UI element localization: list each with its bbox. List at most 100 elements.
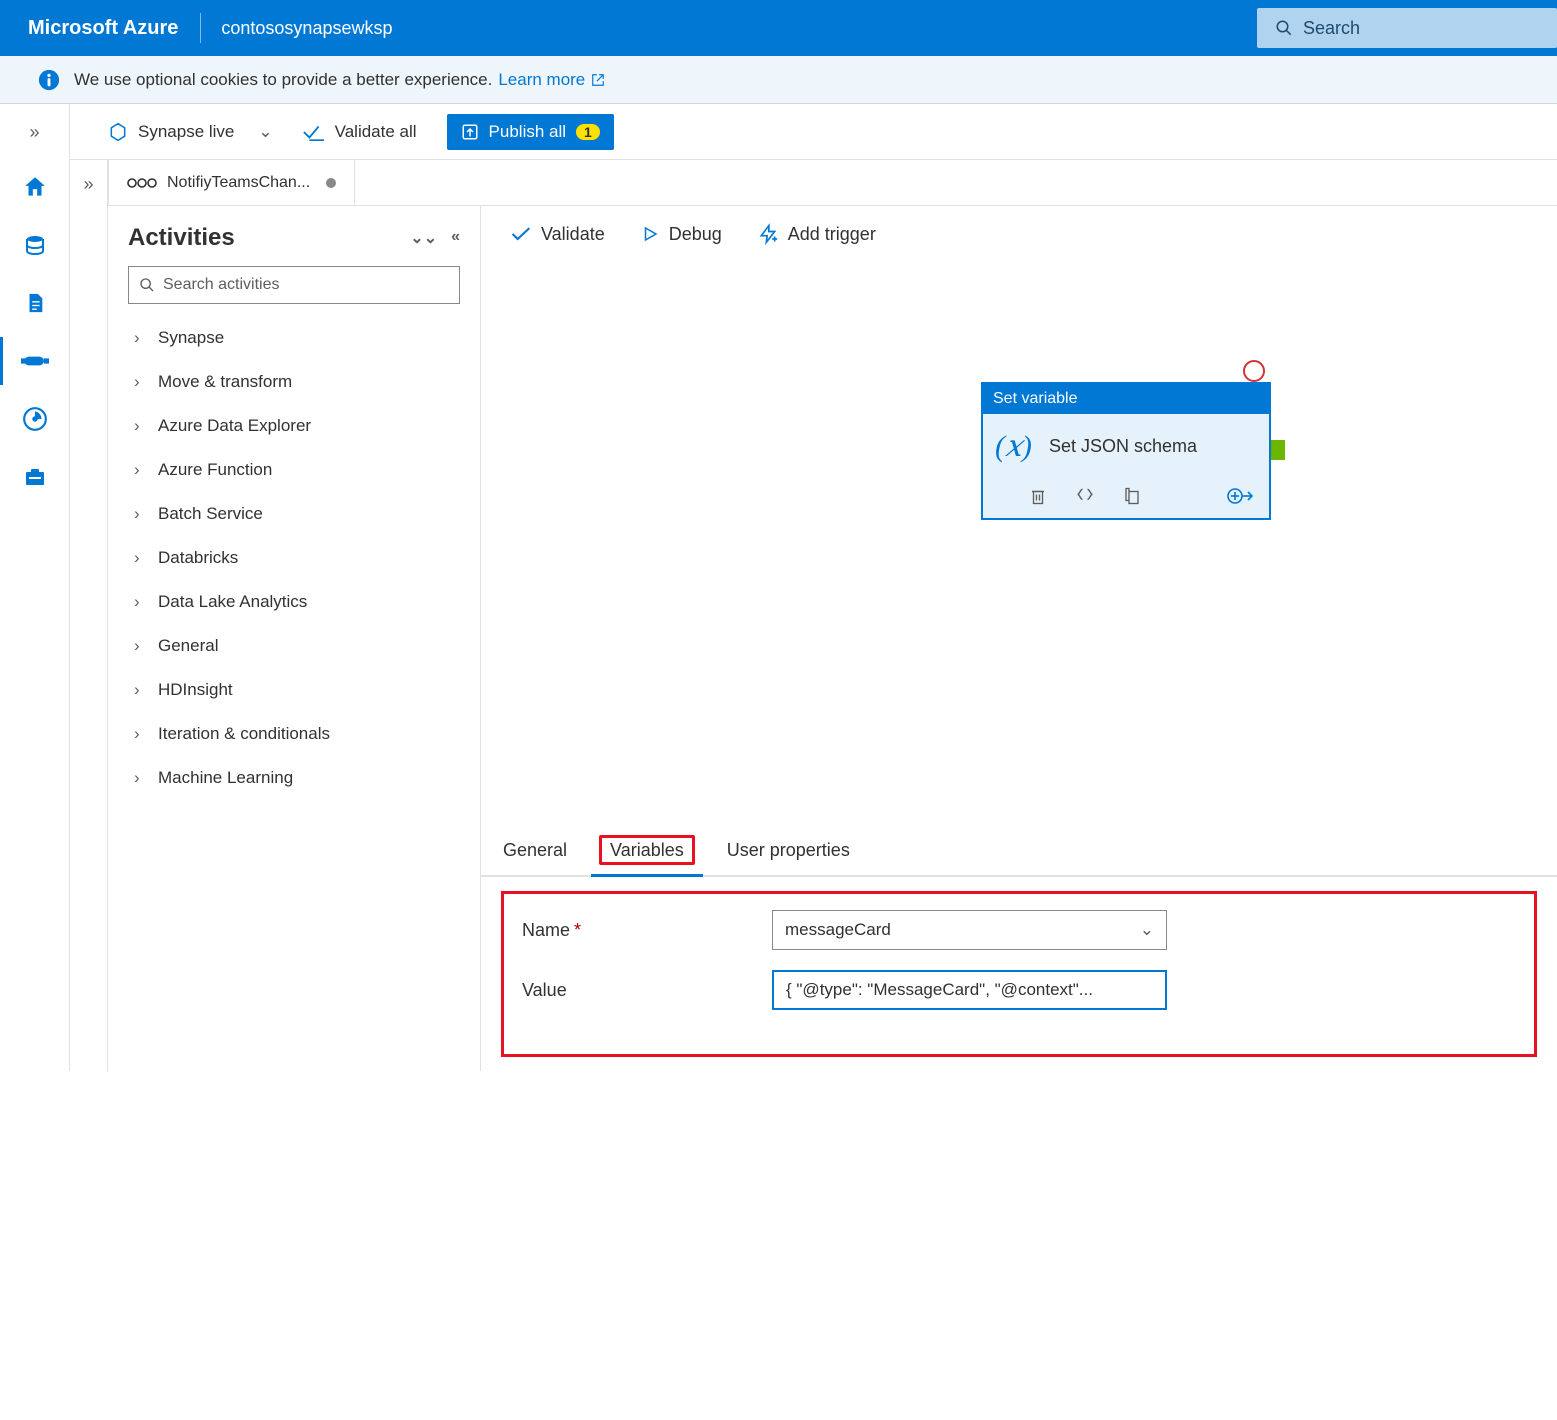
search-icon: [139, 277, 155, 293]
activity-label: Batch Service: [158, 504, 263, 524]
required-indicator: *: [574, 920, 581, 940]
brand-label[interactable]: Microsoft Azure: [0, 17, 200, 40]
collapse-panel-icon[interactable]: «: [451, 228, 460, 248]
activity-category[interactable]: › Data Lake Analytics: [128, 580, 460, 624]
node-footer: [983, 478, 1269, 518]
add-trigger-label: Add trigger: [788, 224, 876, 245]
validate-label: Validate: [541, 224, 605, 245]
name-select[interactable]: messageCard ⌄: [772, 910, 1167, 950]
publish-all-label: Publish all: [489, 122, 567, 142]
activity-category[interactable]: ›Azure Data Explorer: [128, 404, 460, 448]
info-icon: [38, 69, 60, 91]
chevron-right-icon: ›: [134, 548, 148, 568]
activity-label: Azure Data Explorer: [158, 416, 311, 436]
azure-header: Microsoft Azure contososynapsewksp Searc…: [0, 0, 1557, 56]
debug-button[interactable]: Debug: [641, 224, 722, 245]
activity-label: Data Lake Analytics: [158, 592, 307, 612]
activity-category[interactable]: ›General: [128, 624, 460, 668]
rail-manage-icon[interactable]: [21, 463, 49, 491]
chevron-right-icon: ›: [134, 504, 148, 524]
add-output-icon[interactable]: [1227, 486, 1253, 506]
collapse-all-icon[interactable]: ⌄⌄: [410, 228, 437, 248]
rail-integrate-icon[interactable]: [21, 347, 49, 375]
canvas-column: Validate Debug Add trigger: [480, 206, 1557, 1071]
rail-develop-icon[interactable]: [21, 289, 49, 317]
activity-category[interactable]: › Iteration & conditionals: [128, 712, 460, 756]
tab-title: NotifiyTeamsChan...: [167, 174, 310, 192]
add-trigger-button[interactable]: Add trigger: [758, 223, 876, 245]
code-icon[interactable]: [1075, 486, 1095, 506]
activity-category[interactable]: ›Machine Learning: [128, 756, 460, 800]
publish-icon: [461, 123, 479, 141]
activity-label: Azure Function: [158, 460, 272, 480]
name-label-text: Name: [522, 920, 570, 940]
value-row: Value { "@type": "MessageCard", "@contex…: [522, 970, 1516, 1010]
chevron-right-icon: ›: [134, 328, 148, 348]
node-type-header: Set variable: [983, 384, 1269, 414]
validate-all-button[interactable]: Validate all: [303, 122, 417, 142]
activity-category[interactable]: › Move & transform: [128, 360, 460, 404]
success-connector-handle[interactable]: [1271, 440, 1285, 460]
workspace-name[interactable]: contososynapsewksp: [201, 18, 412, 39]
properties-tabs: General Variables User properties: [481, 822, 1557, 877]
tab-pipeline[interactable]: NotifiyTeamsChan...: [108, 160, 355, 205]
chevron-right-icon: ›: [134, 724, 148, 744]
value-text: { "@type": "MessageCard", "@context"...: [786, 980, 1093, 1000]
pipeline-icon: [127, 174, 157, 192]
value-input[interactable]: { "@type": "MessageCard", "@context"...: [772, 970, 1167, 1010]
activity-label: Machine Learning: [158, 768, 293, 788]
error-indicator-icon[interactable]: [1243, 360, 1265, 382]
search-placeholder: Search: [1303, 18, 1360, 39]
rail-data-icon[interactable]: [21, 231, 49, 259]
rail-monitor-icon[interactable]: [21, 405, 49, 433]
tab-variables[interactable]: Variables: [597, 836, 697, 865]
validate-all-label: Validate all: [335, 122, 417, 142]
value-label: Value: [522, 980, 772, 1001]
activity-category[interactable]: › Databricks: [128, 536, 460, 580]
set-variable-node[interactable]: Set variable (𝑥) Set JSON schema: [981, 382, 1271, 520]
name-label: Name*: [522, 920, 772, 941]
validate-button[interactable]: Validate: [511, 224, 605, 245]
node-title: Set JSON schema: [1049, 436, 1197, 457]
activity-category[interactable]: › Batch Service: [128, 492, 460, 536]
copy-icon[interactable]: [1123, 486, 1141, 506]
play-icon: [641, 224, 659, 244]
chevron-right-icon: ›: [134, 460, 148, 480]
search-icon: [1275, 19, 1293, 37]
main-toolbar: Synapse live ⌄ Validate all Publish all …: [70, 104, 1557, 160]
chevron-right-icon: ›: [134, 592, 148, 612]
activity-label: Iteration & conditionals: [158, 724, 330, 744]
node-body: (𝑥) Set JSON schema: [983, 414, 1269, 478]
activity-label: Databricks: [158, 548, 238, 568]
synapse-live-dropdown[interactable]: Synapse live ⌄: [108, 122, 273, 142]
global-search[interactable]: Search: [1257, 8, 1557, 48]
activity-category[interactable]: › Azure Function: [128, 448, 460, 492]
publish-count-badge: 1: [576, 124, 600, 140]
publish-all-button[interactable]: Publish all 1: [447, 114, 614, 150]
rail-collapse-icon[interactable]: »: [29, 122, 39, 143]
tab-general[interactable]: General: [501, 836, 569, 865]
activity-label: Move & transform: [158, 372, 292, 392]
debug-label: Debug: [669, 224, 722, 245]
cookie-learn-more[interactable]: Learn more: [498, 70, 585, 90]
activity-category[interactable]: ›HDInsight: [128, 668, 460, 712]
activities-panel: Activities ⌄⌄ « Search activities ›Synap…: [108, 206, 480, 1071]
activity-category[interactable]: › Synapse: [128, 316, 460, 360]
pipeline-canvas[interactable]: Set variable (𝑥) Set JSON schema: [481, 262, 1557, 822]
chevron-right-icon: ›: [134, 372, 148, 392]
delete-icon[interactable]: [1029, 486, 1047, 506]
chevron-right-icon: ›: [134, 680, 148, 700]
editor-tabs: NotifiyTeamsChan...: [108, 160, 1557, 206]
svg-text:(𝑥): (𝑥): [995, 430, 1032, 463]
name-value: messageCard: [785, 920, 891, 940]
expand-strip[interactable]: »: [70, 160, 108, 1071]
name-row: Name* messageCard ⌄: [522, 910, 1516, 950]
activities-search[interactable]: Search activities: [128, 266, 460, 304]
activities-search-placeholder: Search activities: [163, 276, 280, 294]
check-icon: [511, 226, 531, 242]
chevron-down-icon: ⌄: [1140, 920, 1154, 940]
activity-label: Synapse: [158, 328, 224, 348]
rail-home-icon[interactable]: [21, 173, 49, 201]
cookie-banner: We use optional cookies to provide a bet…: [0, 56, 1557, 104]
tab-user-properties[interactable]: User properties: [725, 836, 852, 865]
